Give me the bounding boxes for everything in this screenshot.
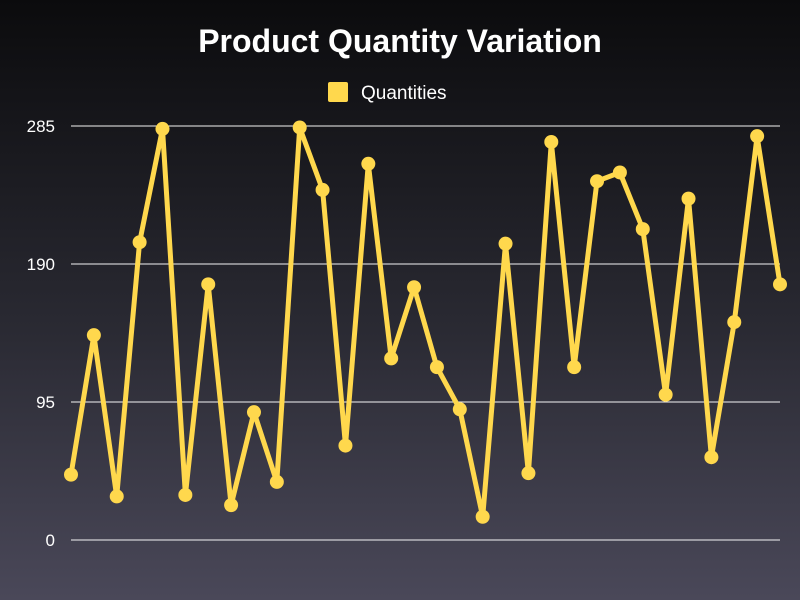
data-point [544, 134, 559, 149]
legend-swatch [328, 82, 348, 102]
data-point [64, 467, 78, 482]
y-tick-label: 285 [27, 117, 55, 136]
data-point [224, 498, 239, 513]
data-point [590, 174, 605, 189]
data-point [155, 121, 170, 136]
legend-label: Quantities [361, 83, 447, 104]
data-point [246, 405, 261, 420]
data-point [658, 387, 673, 402]
data-point [612, 165, 627, 180]
data-point [681, 191, 696, 206]
data-point [635, 222, 650, 237]
data-point [498, 236, 513, 251]
data-point [338, 438, 353, 453]
data-point [384, 351, 399, 366]
y-tick-label: 0 [46, 531, 55, 550]
data-point [773, 277, 787, 292]
data-point [269, 474, 284, 489]
data-point [86, 328, 101, 343]
data-point [567, 360, 582, 375]
data-point [452, 402, 467, 417]
y-tick-label: 95 [36, 393, 55, 412]
data-point [178, 487, 193, 502]
legend: Quantities [328, 82, 447, 104]
series-line [68, 125, 783, 520]
data-point [361, 156, 376, 171]
data-point [201, 277, 216, 292]
chart-title: Product Quantity Variation [198, 23, 602, 59]
data-point [407, 280, 422, 295]
data-point [315, 182, 330, 197]
y-axis-labels: 0 95 190 285 [27, 117, 55, 550]
data-point [475, 509, 490, 524]
data-point [292, 120, 307, 135]
y-tick-label: 190 [27, 255, 55, 274]
data-point [750, 129, 765, 144]
series-quantities [64, 120, 787, 524]
data-point [132, 235, 147, 250]
grid [71, 125, 780, 541]
data-point [521, 466, 536, 481]
data-point [704, 450, 719, 465]
data-point [727, 315, 742, 330]
data-point [109, 489, 124, 504]
data-point [429, 360, 444, 375]
